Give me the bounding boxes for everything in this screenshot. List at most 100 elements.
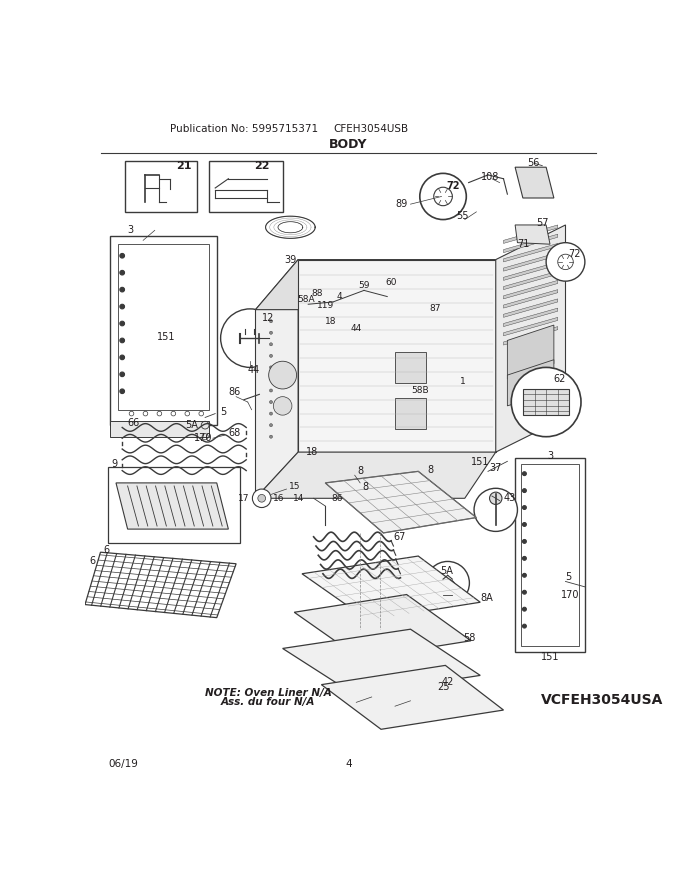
Text: 21: 21 — [176, 161, 192, 171]
Circle shape — [522, 556, 526, 561]
Text: 16: 16 — [273, 494, 284, 502]
Circle shape — [120, 389, 124, 393]
Text: 42: 42 — [441, 677, 454, 686]
Polygon shape — [322, 665, 503, 730]
Circle shape — [546, 243, 585, 282]
Circle shape — [120, 304, 124, 309]
Text: 3: 3 — [547, 451, 553, 461]
Text: 88: 88 — [311, 289, 323, 298]
Text: 119: 119 — [317, 301, 334, 311]
Circle shape — [120, 253, 124, 258]
Text: 37: 37 — [490, 463, 502, 473]
Text: Ass. du four N/A: Ass. du four N/A — [220, 697, 315, 708]
Circle shape — [269, 319, 273, 323]
Text: 58B: 58B — [411, 386, 428, 395]
Polygon shape — [507, 360, 554, 406]
Circle shape — [522, 523, 526, 526]
Polygon shape — [116, 483, 228, 529]
Text: 58A: 58A — [297, 295, 315, 304]
Circle shape — [269, 355, 273, 357]
Text: 5: 5 — [220, 407, 227, 417]
Polygon shape — [523, 389, 569, 415]
Polygon shape — [503, 253, 558, 271]
Text: 43: 43 — [503, 494, 515, 503]
Polygon shape — [85, 553, 236, 618]
Text: 5: 5 — [566, 572, 572, 582]
Circle shape — [269, 378, 273, 380]
Circle shape — [522, 506, 526, 510]
Text: 5A: 5A — [186, 420, 199, 430]
Polygon shape — [256, 260, 496, 310]
Text: 60: 60 — [386, 278, 397, 287]
Circle shape — [269, 366, 273, 369]
Circle shape — [120, 356, 124, 360]
Circle shape — [522, 574, 526, 577]
Text: 22: 22 — [254, 161, 269, 171]
Circle shape — [120, 372, 124, 377]
Text: 8: 8 — [362, 481, 369, 492]
Text: 8: 8 — [428, 465, 434, 475]
Circle shape — [269, 423, 273, 427]
Text: 12: 12 — [262, 313, 274, 323]
Text: 39: 39 — [284, 254, 296, 265]
Text: 06/19: 06/19 — [108, 759, 138, 769]
Polygon shape — [503, 234, 558, 253]
Circle shape — [522, 488, 526, 493]
Circle shape — [522, 607, 526, 611]
Circle shape — [420, 173, 466, 219]
Text: 15: 15 — [288, 482, 300, 491]
Text: CFEH3054USB: CFEH3054USB — [333, 124, 408, 134]
Text: 44: 44 — [248, 365, 260, 376]
Polygon shape — [515, 225, 550, 244]
Circle shape — [426, 561, 469, 605]
Polygon shape — [496, 225, 566, 452]
Polygon shape — [503, 262, 558, 281]
Text: 72: 72 — [446, 180, 460, 191]
Circle shape — [273, 397, 292, 415]
Text: 8: 8 — [357, 466, 363, 476]
Text: 151: 151 — [157, 332, 175, 341]
Text: 25: 25 — [438, 682, 450, 692]
Circle shape — [120, 321, 124, 326]
Text: 72: 72 — [568, 249, 581, 260]
Text: 151: 151 — [541, 652, 559, 662]
Text: 6: 6 — [90, 556, 96, 567]
Circle shape — [269, 362, 296, 389]
Text: 4: 4 — [337, 292, 342, 301]
Circle shape — [269, 343, 273, 346]
Circle shape — [120, 270, 124, 275]
Text: 170: 170 — [194, 433, 212, 444]
Circle shape — [252, 489, 271, 508]
Polygon shape — [294, 595, 471, 658]
Circle shape — [269, 331, 273, 334]
Polygon shape — [503, 299, 558, 318]
Polygon shape — [503, 308, 558, 326]
Circle shape — [522, 590, 526, 594]
Circle shape — [269, 389, 273, 392]
Polygon shape — [283, 629, 480, 694]
Text: 3: 3 — [128, 225, 134, 235]
Polygon shape — [503, 318, 558, 336]
Text: 66: 66 — [128, 418, 140, 428]
Polygon shape — [256, 452, 496, 498]
Text: 62: 62 — [554, 374, 566, 384]
Text: BODY: BODY — [329, 137, 368, 150]
Circle shape — [522, 539, 526, 543]
Polygon shape — [503, 281, 558, 299]
Text: 8A: 8A — [480, 593, 493, 604]
Circle shape — [120, 338, 124, 342]
Text: 71: 71 — [517, 239, 530, 249]
Text: 18: 18 — [325, 317, 337, 326]
Text: 89: 89 — [395, 199, 407, 209]
Polygon shape — [302, 556, 480, 620]
Text: NOTE: Oven Liner N/A: NOTE: Oven Liner N/A — [205, 688, 332, 698]
Polygon shape — [507, 325, 554, 379]
Circle shape — [511, 368, 581, 436]
Text: 55: 55 — [456, 210, 469, 221]
Text: 56: 56 — [527, 158, 539, 168]
Text: 59: 59 — [358, 282, 370, 290]
Polygon shape — [515, 167, 554, 198]
Circle shape — [269, 412, 273, 415]
Polygon shape — [503, 225, 558, 244]
Text: 1: 1 — [460, 377, 466, 385]
